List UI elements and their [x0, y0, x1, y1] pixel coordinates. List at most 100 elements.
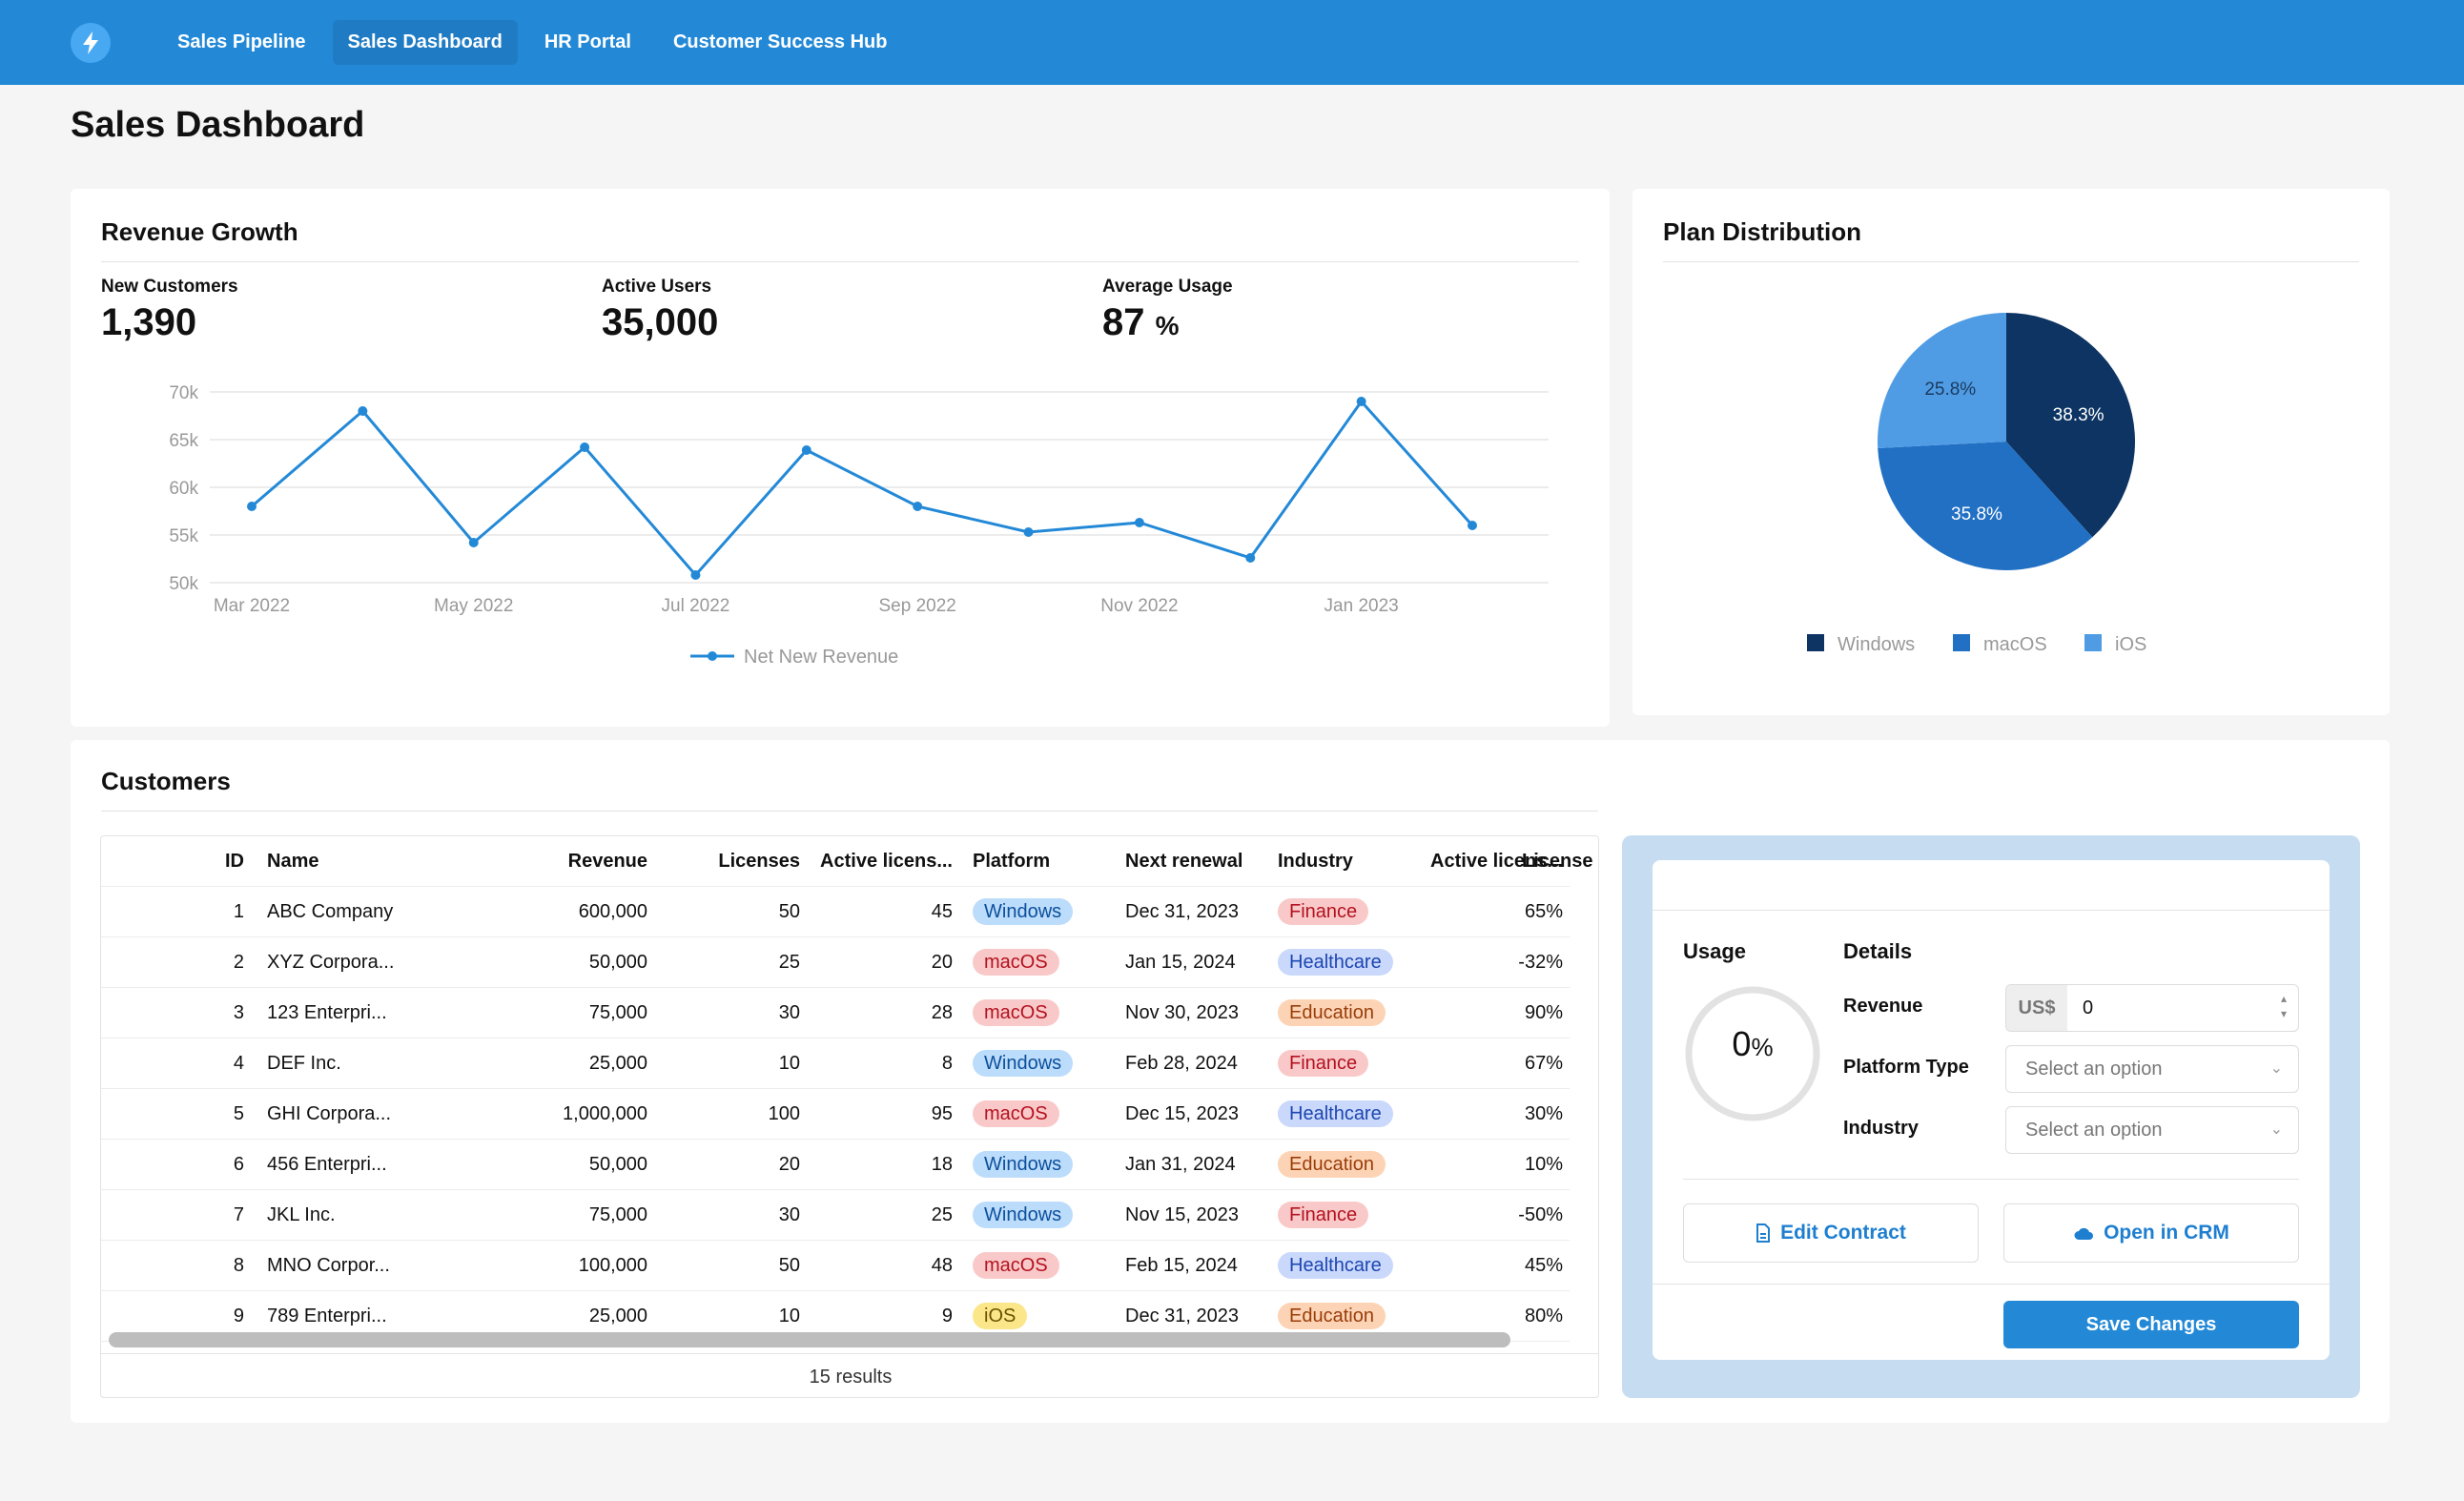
- nav-links: Sales Pipeline Sales Dashboard HR Portal Cu…: [162, 0, 914, 85]
- nav-item-sales-dashboard[interactable]: Sales Dashboard: [332, 20, 518, 65]
- column-header[interactable]: License g: [1522, 851, 1598, 872]
- table-row[interactable]: 6 456 Enterpri... 50,000 20 18 Windows Jan 31,…: [101, 1140, 1570, 1190]
- table-row[interactable]: 7 JKL Inc. 75,000 30 25 Windows Nov 15, 2023 Fi…: [101, 1190, 1570, 1241]
- open-in-crm-button[interactable]: Open in CRM: [2003, 1203, 2299, 1263]
- panel-divider: [1653, 910, 2330, 911]
- pie-slice-ios[interactable]: [1878, 313, 2006, 449]
- renewal-cell: Feb 28, 2024: [1125, 1053, 1238, 1074]
- data-point[interactable]: [468, 538, 479, 547]
- id-cell: 7: [233, 1204, 244, 1225]
- industry-cell: Healthcare: [1278, 1089, 1440, 1140]
- nav-item-sales-pipeline[interactable]: Sales Pipeline: [177, 31, 306, 52]
- details-heading: Details: [1843, 939, 1913, 963]
- data-point[interactable]: [690, 570, 701, 580]
- table-row[interactable]: 5 GHI Corpora... 1,000,000 100 95 macOS Dec 15…: [101, 1089, 1570, 1140]
- y-tick-label: 55k: [169, 526, 198, 546]
- industry-badge: Healthcare: [1278, 1252, 1393, 1279]
- revenue-input-group: US$ 0 ▴ ▾: [2005, 984, 2299, 1032]
- table-row[interactable]: 8 MNO Corpor... 100,000 50 48 macOS Feb 15, 20…: [101, 1241, 1570, 1291]
- number-stepper-icon[interactable]: ▴ ▾: [2280, 992, 2287, 1020]
- edit-contract-label: Edit Contract: [1780, 1222, 1906, 1244]
- table-row[interactable]: 1 ABC Company 600,000 50 45 Windows Dec 31, 20…: [101, 887, 1570, 937]
- x-tick-label: Jan 2023: [1324, 596, 1399, 616]
- id-cell: 2: [233, 952, 244, 973]
- industry-cell: Healthcare: [1278, 937, 1440, 988]
- pie-slice-macos[interactable]: [1878, 442, 2093, 570]
- platform-badge: Windows: [973, 1202, 1074, 1228]
- column-header[interactable]: Platform: [973, 851, 1051, 872]
- horizontal-scrollbar[interactable]: [109, 1332, 1510, 1347]
- column-header[interactable]: Industry: [1278, 851, 1353, 872]
- platform-type-select[interactable]: Select an option ⌄: [2005, 1045, 2299, 1093]
- table-row[interactable]: 3 123 Enterpri... 75,000 30 28 macOS Nov 30, 2…: [101, 988, 1570, 1038]
- revenue-line-chart: 50k 55k 60k 65k 70k Mar 2022 May 2022 Jul 2022 S…: [169, 383, 1549, 668]
- industry-select[interactable]: Select an option ⌄: [2005, 1106, 2299, 1154]
- column-header[interactable]: Licenses: [718, 851, 800, 872]
- industry-badge: Education: [1278, 1303, 1386, 1329]
- legend-swatch: [2084, 634, 2102, 651]
- active-cell: 95: [931, 1103, 953, 1124]
- card-divider: [1663, 261, 2359, 262]
- legend-label: iOS: [2115, 634, 2146, 655]
- active-cell: 18: [931, 1154, 953, 1175]
- revenue-input[interactable]: 0: [2083, 997, 2094, 1018]
- data-point[interactable]: [1245, 553, 1256, 563]
- pie-slice-windows[interactable]: [2006, 313, 2135, 538]
- revenue-cell: 25,000: [588, 1053, 647, 1074]
- revenue-cell: 75,000: [588, 1204, 647, 1225]
- name-cell: 456 Enterpri...: [267, 1154, 387, 1175]
- data-point[interactable]: [801, 445, 811, 455]
- column-header[interactable]: Active licens...: [1430, 851, 1563, 872]
- data-point[interactable]: [1356, 397, 1366, 406]
- column-header[interactable]: Name: [267, 851, 319, 872]
- industry-badge: Finance: [1278, 898, 1369, 925]
- edit-contract-button[interactable]: Edit Contract: [1683, 1203, 1979, 1263]
- legend-label: Net New Revenue: [744, 647, 898, 668]
- platform-badge: Windows: [973, 1151, 1074, 1178]
- stat-unit: %: [1155, 311, 1180, 340]
- stat-active-users: Active Users 35,000: [602, 277, 718, 344]
- data-point[interactable]: [1468, 521, 1477, 530]
- details-panel: Usage 0% Details Revenue US$ 0 ▴ ▾ Platfo…: [1622, 835, 2360, 1398]
- table-row[interactable]: 4 DEF Inc. 25,000 10 8 Windows Feb 28, 2024 Fin…: [101, 1038, 1570, 1089]
- platform-badge: Windows: [973, 898, 1074, 925]
- column-header[interactable]: ID: [225, 851, 244, 872]
- page-title: Sales Dashboard: [71, 105, 365, 145]
- data-point[interactable]: [358, 406, 368, 416]
- platform-cell: macOS: [973, 937, 1106, 988]
- panel-divider: [1653, 1284, 2330, 1285]
- renewal-cell: Nov 30, 2023: [1125, 1002, 1239, 1023]
- platform-cell: Windows: [973, 1140, 1106, 1190]
- data-point[interactable]: [1134, 518, 1144, 527]
- data-point[interactable]: [913, 502, 923, 511]
- y-tick-label: 50k: [169, 574, 198, 594]
- table-row[interactable]: 2 XYZ Corpora... 50,000 25 20 macOS Jan 15, 20…: [101, 937, 1570, 988]
- nav-item-customer-success-hub[interactable]: Customer Success Hub: [672, 31, 888, 52]
- name-cell: DEF Inc.: [267, 1053, 341, 1074]
- app-logo[interactable]: [71, 23, 111, 63]
- save-changes-button[interactable]: Save Changes: [2003, 1301, 2299, 1348]
- revenue-growth-title: Revenue Growth: [101, 217, 298, 246]
- pct-cell: 80%: [1524, 1306, 1563, 1326]
- nav-item-hr-portal[interactable]: HR Portal: [544, 31, 631, 52]
- revenue-cell: 1,000,000: [563, 1103, 647, 1124]
- data-point[interactable]: [580, 442, 590, 452]
- industry-cell: Education: [1278, 1140, 1440, 1190]
- id-cell: 3: [233, 1002, 244, 1023]
- active-cell: 9: [941, 1306, 953, 1326]
- revenue-cell: 50,000: [588, 952, 647, 973]
- x-tick-label: Sep 2022: [879, 596, 956, 616]
- column-header[interactable]: Active licens...: [820, 851, 953, 872]
- id-cell: 4: [233, 1053, 244, 1074]
- industry-badge: Healthcare: [1278, 1100, 1393, 1127]
- platform-cell: Windows: [973, 1190, 1106, 1241]
- column-header[interactable]: Next renewal: [1125, 851, 1243, 872]
- data-point[interactable]: [1023, 527, 1034, 537]
- column-header[interactable]: Revenue: [567, 851, 647, 872]
- id-cell: 9: [233, 1306, 244, 1326]
- licenses-cell: 10: [778, 1306, 800, 1326]
- data-point[interactable]: [247, 502, 257, 511]
- platform-badge: macOS: [973, 999, 1059, 1026]
- platform-badge: iOS: [973, 1303, 1028, 1329]
- revenue-label: Revenue: [1843, 996, 1923, 1017]
